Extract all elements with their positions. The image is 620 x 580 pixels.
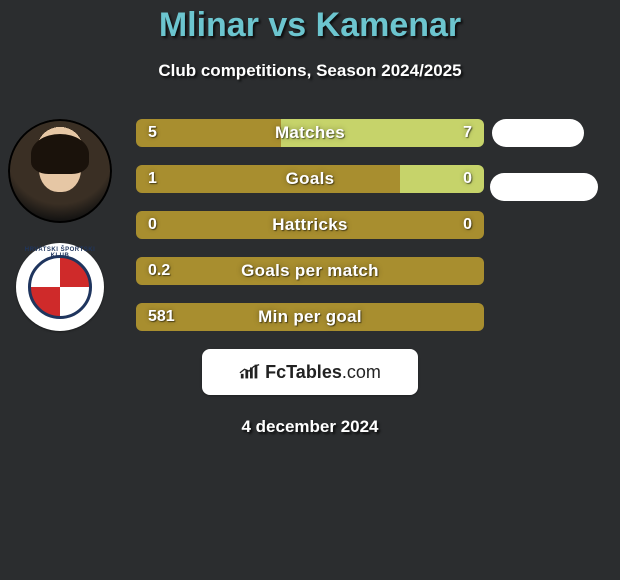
stat-row: Matches5 7 (136, 119, 484, 147)
player-photo-right-placeholder (492, 119, 584, 147)
stat-label: Min per goal (136, 303, 484, 331)
source-badge[interactable]: FcTables.com (202, 349, 418, 395)
stat-value-left: 5 (148, 119, 157, 147)
source-brand-main: FcTables (265, 362, 342, 382)
stat-row: Goals1 0 (136, 165, 484, 193)
stat-value-left: 581 (148, 303, 175, 331)
stat-value-right: 0 (463, 165, 472, 193)
club-logo-shield (28, 255, 92, 319)
stat-label: Matches (136, 119, 484, 147)
stat-value-right: 7 (463, 119, 472, 147)
stat-bars: Matches57Goals10Hattricks00Goals per mat… (136, 119, 484, 331)
comparison-area: HRVATSKI ŠPORTSKI KLUB Matches57Goals10H… (0, 119, 620, 331)
stat-value-left: 0 (148, 211, 157, 239)
stat-value-left: 0.2 (148, 257, 170, 285)
stat-label: Goals per match (136, 257, 484, 285)
stat-value-right: 0 (463, 211, 472, 239)
stat-row: Hattricks0 0 (136, 211, 484, 239)
stat-value-left: 1 (148, 165, 157, 193)
right-player-column (490, 119, 600, 227)
club-logo-right-placeholder (490, 173, 598, 201)
page-title: Mlinar vs Kamenar (0, 0, 620, 45)
player-photo-left (8, 119, 112, 223)
page-subtitle: Club competitions, Season 2024/2025 (0, 61, 620, 81)
stat-label: Goals (136, 165, 484, 193)
left-player-column: HRVATSKI ŠPORTSKI KLUB (8, 119, 112, 331)
chart-icon (239, 364, 261, 380)
source-brand-tail: .com (342, 362, 381, 382)
club-logo-left: HRVATSKI ŠPORTSKI KLUB (16, 243, 104, 331)
date-label: 4 december 2024 (0, 417, 620, 437)
source-brand: FcTables.com (265, 362, 381, 383)
stat-row: Min per goal581 (136, 303, 484, 331)
stat-row: Goals per match0.2 (136, 257, 484, 285)
stat-label: Hattricks (136, 211, 484, 239)
